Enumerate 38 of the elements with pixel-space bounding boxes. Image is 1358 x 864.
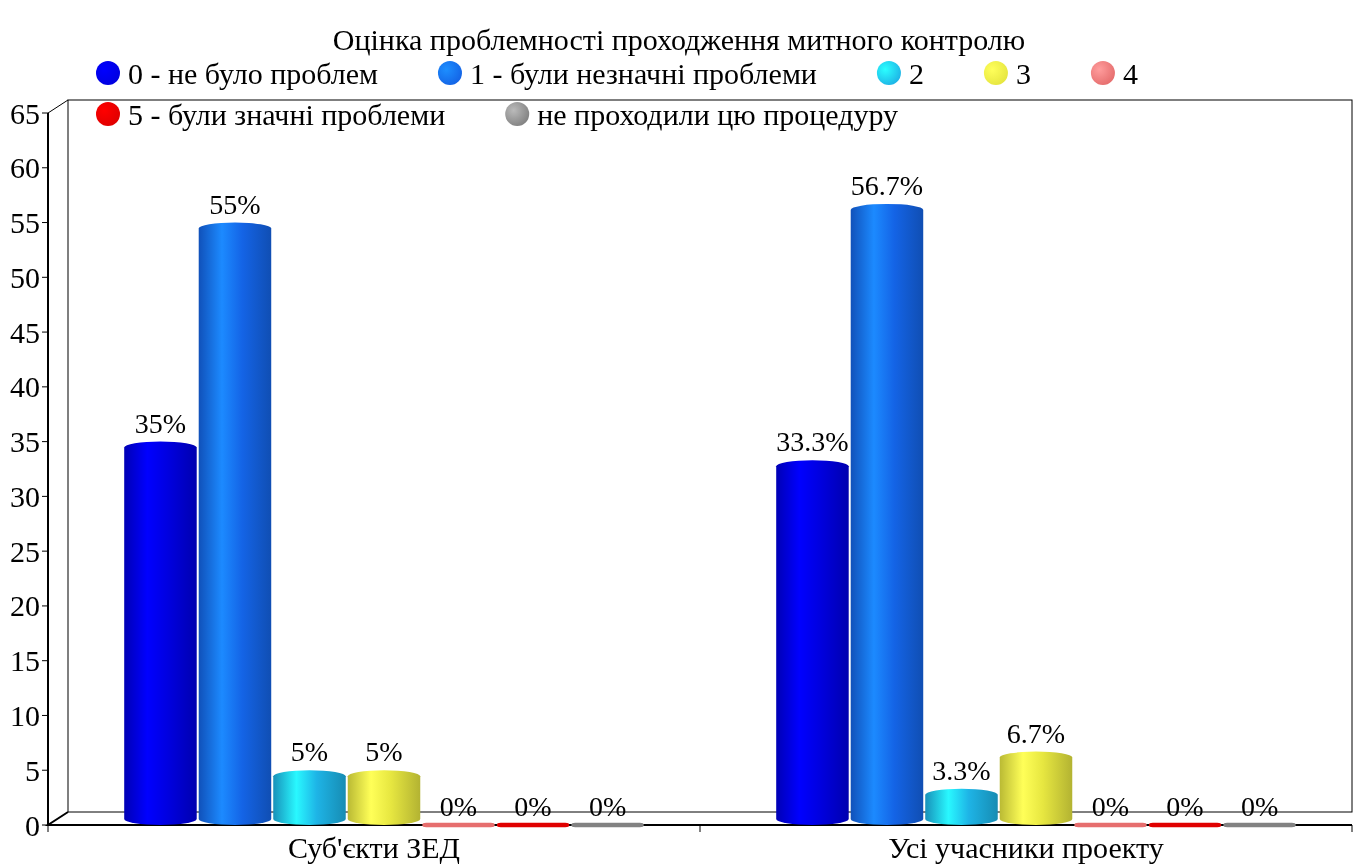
x-tick-label: Усі учасники проекту [888, 831, 1164, 864]
data-label: 0% [588, 791, 627, 822]
y-tick-label: 25 [10, 534, 40, 568]
data-label: 5% [290, 736, 329, 768]
y-tick-label: 0 [25, 808, 40, 842]
y-tick-label: 55 [10, 206, 40, 240]
y-tick-label: 65 [10, 96, 40, 130]
data-label: 56.7% [850, 169, 924, 201]
data-label: 0% [439, 791, 478, 822]
y-tick-label: 60 [10, 151, 40, 185]
y-tick-label: 10 [10, 698, 40, 732]
data-label: 0% [1240, 791, 1279, 822]
legend-label: 4 [1122, 56, 1138, 90]
y-tick-label: 5 [25, 753, 40, 787]
y-tick-label: 45 [10, 315, 40, 349]
y-tick-label: 35 [10, 425, 40, 459]
legend-label: 3 [1015, 56, 1031, 90]
data-label: 0% [514, 791, 552, 822]
data-label: 0% [1166, 791, 1204, 822]
chart-title: Оцінка проблемності проходження митного контролю [332, 23, 1026, 56]
y-tick-label: 30 [10, 479, 40, 513]
data-label: 5% [365, 736, 403, 768]
data-label: 35% [134, 407, 187, 439]
y-tick-label: 15 [10, 644, 40, 678]
y-tick-label: 20 [10, 589, 40, 623]
data-label: 6.7% [1006, 717, 1066, 749]
legend-label: 2 [908, 56, 924, 90]
legend-label: не проходили цю процедуру [537, 97, 899, 131]
legend-label: 0 - не було проблем [128, 56, 378, 90]
legend-label: 1 - були незначні проблеми [469, 56, 817, 90]
data-label: 0% [1091, 791, 1130, 822]
data-label: 3.3% [932, 754, 991, 786]
data-label: 55% [209, 188, 261, 220]
x-tick-label: Суб'єкти ЗЕД [287, 831, 461, 864]
y-tick-label: 40 [10, 370, 40, 404]
legend-label: 5 - були значні проблеми [128, 97, 446, 131]
y-tick-label: 50 [10, 260, 40, 294]
data-label: 33.3% [776, 426, 849, 458]
